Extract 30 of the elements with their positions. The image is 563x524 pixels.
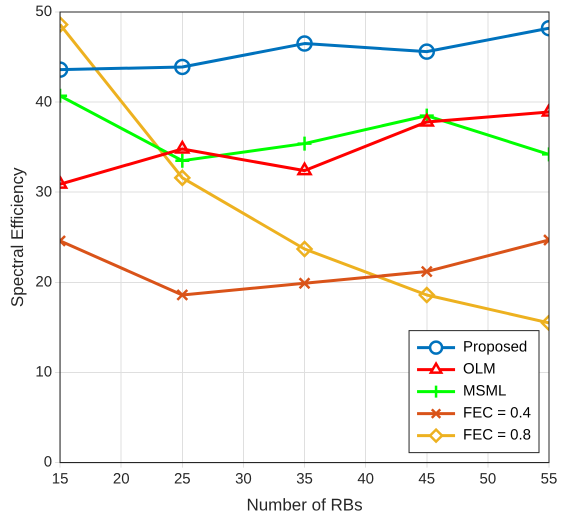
point [296,35,313,52]
y-tick-label: 0 [44,454,52,471]
x-tick-label: 45 [418,470,436,488]
y-tick-label: 30 [35,183,52,200]
x-tick-label: 25 [174,470,191,488]
legend-label: MSML [463,382,506,400]
y-tick-label: 20 [35,274,52,290]
point [174,170,191,186]
x-tick-label: 30 [235,470,252,488]
x-tick-label: 35 [296,470,313,488]
y-axis-title: Spectral Efficiency [8,167,27,308]
y-tick-label: 40 [35,93,52,110]
legend-label: Proposed [463,338,528,356]
legend-label: OLM [463,360,496,378]
point [176,288,189,302]
point [298,277,311,290]
legend-label: FEC = 0.8 [463,426,532,444]
x-tick-label: 15 [52,470,68,488]
legend-label: FEC = 0.4 [463,404,532,422]
y-tick-label: 50 [35,3,52,20]
y-tick-label: 10 [35,364,52,381]
point [296,135,313,152]
x-axis-title: Number of RBs [246,495,363,514]
x-tick-label: 40 [357,470,374,488]
point [174,152,191,169]
x-tick-label: 50 [480,470,496,488]
x-tick-label: 20 [112,470,130,488]
point [174,58,191,76]
x-tick-label: 55 [540,470,558,488]
point [296,240,313,258]
